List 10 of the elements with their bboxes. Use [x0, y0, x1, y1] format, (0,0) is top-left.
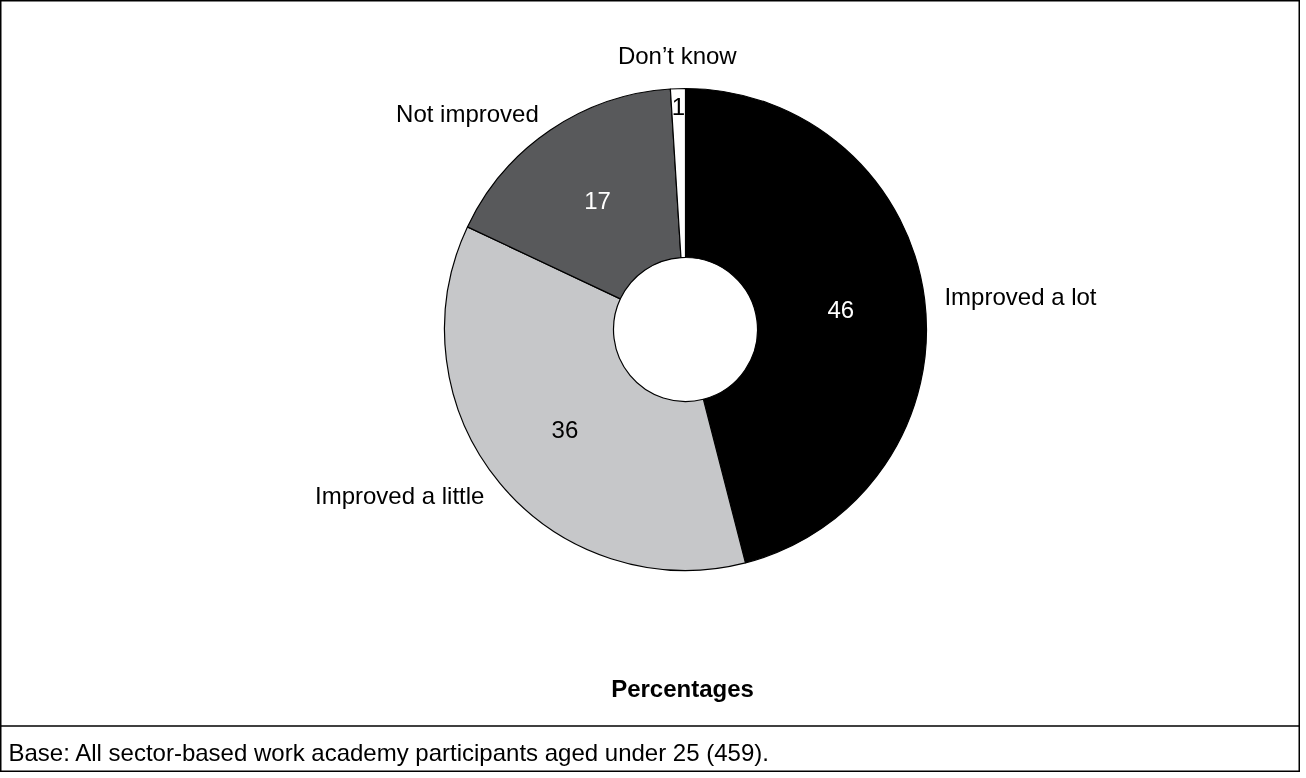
slice-label: Not improved [396, 100, 539, 128]
text: Base: All sector-based work academy participants aged under 25 (459). [8, 739, 769, 766]
data-label: 36 [551, 415, 579, 443]
slice-label: Improved a little [314, 482, 485, 510]
slice-label: Don’t know [617, 41, 738, 69]
data-label: 1 [671, 93, 686, 121]
slice-label: Improved a lot [944, 283, 1097, 311]
text: Percentages [611, 675, 754, 702]
data-label: 17 [584, 186, 611, 214]
data-label: 46 [827, 296, 855, 324]
